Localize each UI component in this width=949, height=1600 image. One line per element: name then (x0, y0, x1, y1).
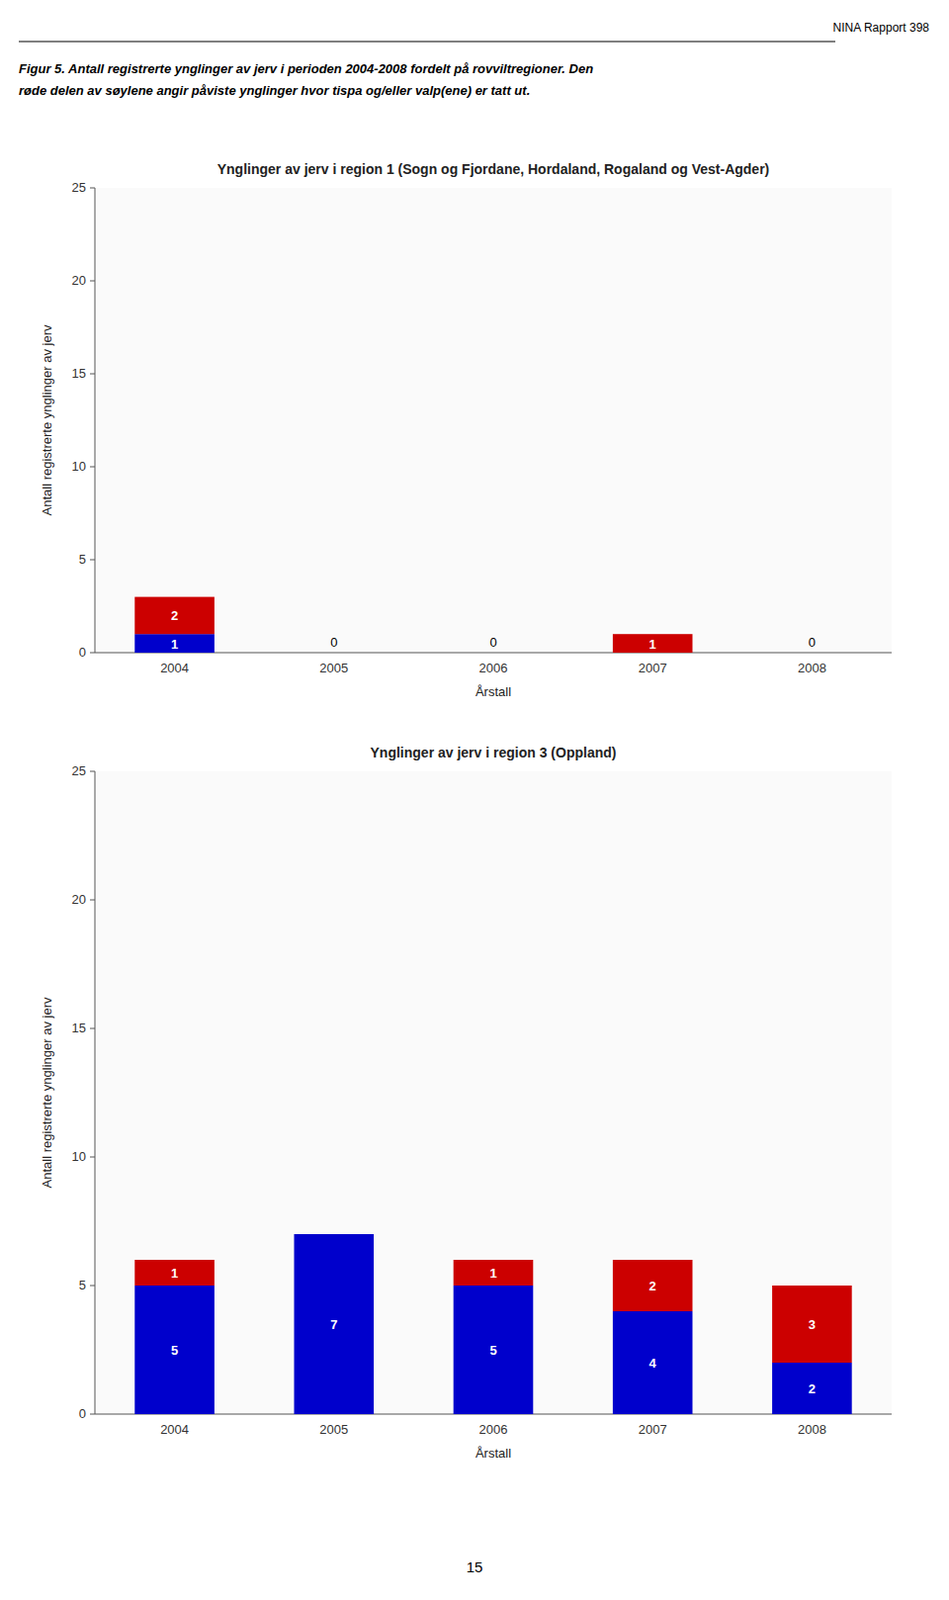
y-tick (89, 1285, 95, 1287)
data-label: 1 (649, 636, 657, 652)
y-tick-label: 0 (79, 1405, 87, 1421)
chart-title: Ynglinger av jerv i region 3 (Oppland) (370, 744, 617, 761)
bar-segment (453, 652, 534, 654)
data-labels: 1 2 0 0 1 0 (171, 607, 816, 651)
y-tick-label: 15 (72, 365, 87, 381)
data-label: 2 (171, 607, 178, 623)
bar-segment (453, 652, 534, 654)
x-tick-label: 2005 (319, 1421, 348, 1437)
x-tick-label: 2008 (797, 1421, 827, 1437)
data-labels: 5 1 7 5 1 4 2 2 3 (171, 1265, 816, 1396)
y-tick-label: 25 (72, 763, 87, 778)
bar-segment (772, 652, 853, 654)
bar-segment (134, 597, 215, 635)
x-tick-label: 2006 (479, 1421, 509, 1437)
running-head: NINA Rapport 398 (833, 20, 931, 35)
x-tick-label: 2007 (638, 660, 668, 676)
bar-segment (294, 1233, 375, 1235)
y-axis (94, 187, 96, 653)
bar-segment (772, 652, 853, 654)
bar-segment (294, 652, 375, 654)
bar-segment (294, 652, 375, 654)
data-label: 3 (808, 1316, 816, 1332)
data-label: 1 (489, 1265, 497, 1281)
plot-area (94, 187, 892, 653)
data-label: 4 (649, 1355, 658, 1371)
y-tick-label: 5 (79, 1277, 87, 1293)
bar-segment (612, 1310, 693, 1414)
x-axis-label: Årstall (475, 1445, 512, 1461)
y-tick-label: 10 (72, 1148, 87, 1164)
y-tick (89, 559, 95, 561)
x-tick-label: 2004 (160, 660, 189, 676)
data-label: 1 (171, 1265, 178, 1281)
header-rule (18, 41, 836, 43)
y-tick-label: 25 (72, 179, 87, 195)
y-tick (89, 771, 95, 773)
y-tick (89, 652, 95, 654)
data-label: 2 (649, 1278, 657, 1294)
data-label: 5 (489, 1342, 497, 1358)
y-tick (89, 466, 95, 468)
caption: røde delen av søylene angir påviste yngl… (18, 83, 530, 98)
data-label: 0 (489, 634, 497, 650)
y-axis (94, 771, 96, 1414)
page-number: 15 (466, 1557, 484, 1575)
y-tick-label: 0 (79, 644, 87, 660)
chart-title: Ynglinger av jerv i region 1 (Sogn og Fj… (217, 161, 771, 177)
y-tick (89, 1413, 95, 1415)
x-tick-label: 2004 (160, 1421, 189, 1437)
bar-segment (772, 1362, 853, 1414)
bars (134, 597, 692, 653)
y-axis-label: Antall registrerte ynglinger av jerv (39, 324, 55, 516)
data-label: 2 (808, 1380, 816, 1396)
y-tick-label: 20 (72, 891, 87, 907)
bar-segment (772, 1285, 853, 1363)
y-axis-label: Antall registrerte ynglinger av jerv (39, 996, 55, 1188)
y-tick (89, 280, 95, 282)
x-tick-label: 2006 (479, 660, 509, 676)
data-label: 1 (171, 636, 178, 652)
bar-segment (453, 1259, 534, 1286)
bar-segment (612, 1259, 693, 1311)
page: NINA Rapport 398 Figur 5. Antall registre… (0, 0, 949, 1600)
chart: Ynglinger av jerv i region 1 (Sogn og Fj… (39, 161, 892, 699)
x-tick-label: 2008 (797, 660, 827, 676)
bar-segment (134, 633, 215, 653)
plot-area (94, 771, 892, 1414)
y-tick (89, 899, 95, 901)
x-tick-label: 2007 (638, 1421, 668, 1437)
bars (134, 1233, 852, 1414)
data-label: 0 (330, 634, 338, 650)
y-tick-label: 10 (72, 458, 87, 474)
caption: Figur 5. Antall registrerte ynglinger av… (18, 61, 594, 77)
bar-segment (612, 633, 693, 653)
y-tick-label: 20 (72, 272, 87, 288)
page-background (0, 0, 949, 1600)
bar-segment (134, 1285, 215, 1414)
x-axis-label: Årstall (475, 684, 512, 699)
data-label: 5 (171, 1342, 178, 1358)
y-tick (89, 1028, 95, 1030)
bar-segment (294, 1233, 375, 1414)
y-tick (89, 373, 95, 375)
data-label: 0 (808, 634, 816, 650)
data-label: 7 (330, 1316, 338, 1332)
y-tick-label: 5 (79, 551, 87, 567)
chart: Ynglinger av jerv i region 3 (Oppland) 0 5… (39, 744, 892, 1461)
y-tick-label: 15 (72, 1020, 87, 1036)
y-tick (89, 187, 95, 189)
x-tick-label: 2005 (319, 660, 348, 676)
y-tick (89, 1156, 95, 1158)
bar-segment (134, 1259, 215, 1286)
bar-segment (453, 1285, 534, 1414)
